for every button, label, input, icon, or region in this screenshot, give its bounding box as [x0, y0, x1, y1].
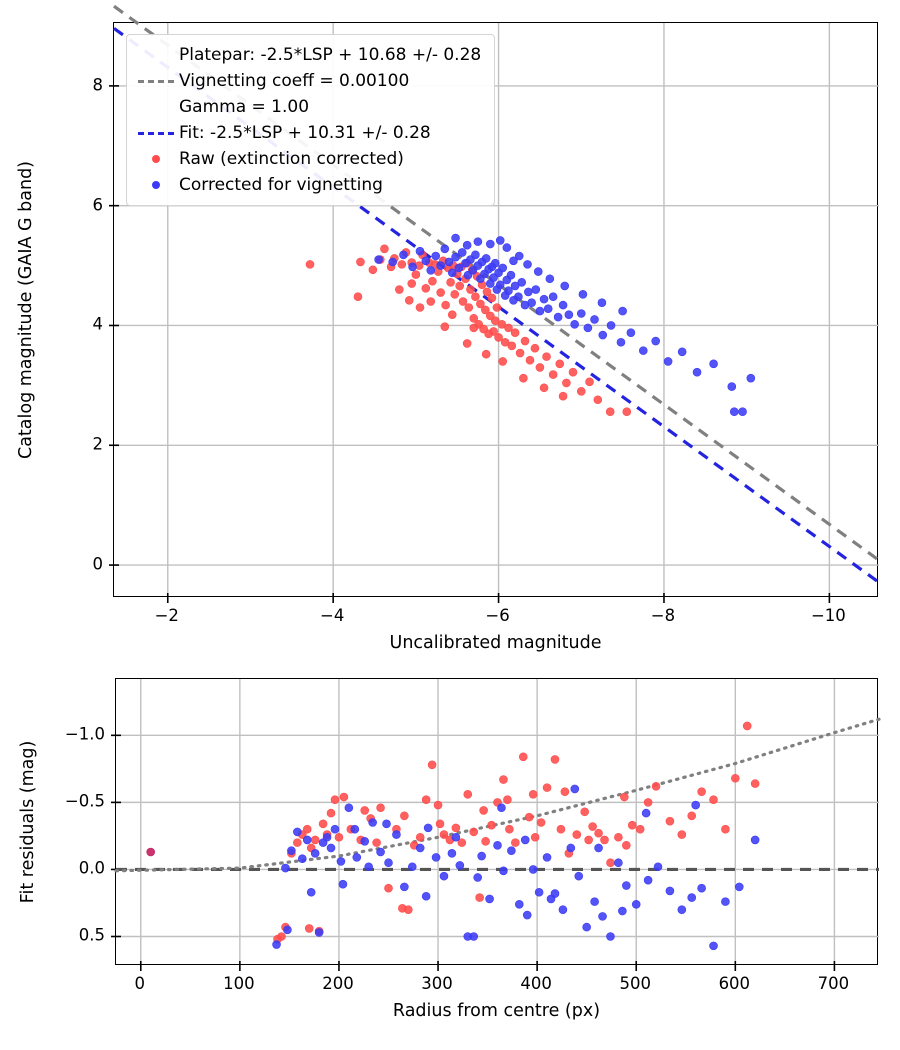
legend-item-label: Vignetting coeff = 0.00100 — [179, 70, 410, 91]
gray-dashed-line-icon — [138, 79, 174, 83]
fit-residuals-y-tick-label: 0.0 — [78, 858, 105, 878]
legend-item-label: Gamma = 1.00 — [179, 96, 310, 117]
scatter-raw-extinction-corrected — [273, 721, 760, 944]
legend-item[interactable]: Platepar: -2.5*LSP + 10.68 +/- 0.28 — [133, 42, 481, 68]
fit-residuals-x-tick-label: 400 — [520, 974, 552, 993]
legend-item[interactable]: Vignetting coeff = 0.00100 — [133, 68, 481, 94]
fit-residuals-x-tick-label: 200 — [322, 974, 354, 993]
fit-residuals-y-tick-label: 0.5 — [78, 925, 105, 945]
legend-key-corrected-marker — [133, 181, 179, 189]
top-plot-x-axis-label: Uncalibrated magnitude — [389, 633, 602, 653]
line-vignetting-curve — [114, 717, 881, 873]
legend-item-label: Platepar: -2.5*LSP + 10.68 +/- 0.28 — [179, 44, 482, 65]
legend-item[interactable]: Gamma = 1.00 — [133, 94, 481, 120]
legend-item-label: Raw (extinction corrected) — [179, 148, 404, 169]
fit-residuals-x-tick-label: 600 — [718, 974, 751, 993]
legend-key-raw-marker — [133, 155, 179, 163]
magnitude-fit-x-tick-label: −10 — [810, 606, 846, 625]
fit-residuals-x-tick-label: 300 — [421, 974, 453, 993]
fit-residuals-canvas — [111, 679, 881, 971]
magnitude-fit-x-tick-label: −8 — [650, 606, 676, 625]
fit-residuals-y-tick-label: −1.0 — [64, 724, 105, 744]
magnitude-fit-y-tick-label: 2 — [92, 434, 104, 454]
fit-residuals-x-tick-label: 0 — [134, 974, 146, 993]
magnitude-fit-x-tick-label: −4 — [319, 606, 345, 625]
legend-item[interactable]: Corrected for vignetting — [133, 172, 481, 198]
blue-dot-icon — [152, 181, 160, 189]
scatter-raw-extinction-corrected — [305, 244, 632, 417]
fit-residuals-x-tick-label: 100 — [223, 974, 255, 993]
fit-residuals-x-tick-label: 500 — [619, 974, 651, 993]
magnitude-fit-x-tick-label: −6 — [485, 606, 510, 625]
blue-dashed-line-icon — [138, 131, 174, 135]
residual-plot-x-axis-label: Radius from centre (px) — [392, 1001, 601, 1021]
fit-residuals-x-tick-label: 700 — [817, 974, 850, 993]
top-plot-y-axis-label: Catalog magnitude (GAIA G band) — [16, 160, 36, 459]
scatter-corrected-for-vignetting — [374, 233, 756, 417]
magnitude-fit-y-tick-label: 4 — [92, 314, 104, 334]
legend-key-platepar-line — [133, 79, 179, 83]
red-dot-icon — [152, 155, 160, 163]
scatter-outlier — [146, 847, 155, 857]
fit-residuals-y-tick-label: −0.5 — [64, 791, 105, 811]
legend-item[interactable]: Fit: -2.5*LSP + 10.31 +/- 0.28 — [133, 120, 481, 146]
magnitude-fit-y-tick-label: 0 — [92, 554, 104, 574]
residual-plot-y-axis-label: Fit residuals (mag) — [18, 740, 38, 903]
legend-item-label: Fit: -2.5*LSP + 10.31 +/- 0.28 — [179, 122, 431, 143]
magnitude-fit-x-tick-label: −2 — [154, 606, 179, 625]
magnitude-fit-y-tick-label: 6 — [92, 195, 104, 215]
legend-key-fit-line — [133, 131, 179, 135]
magnitude-fit-y-tick-label: 8 — [92, 75, 104, 95]
scatter-corrected-for-vignetting — [272, 784, 760, 951]
fit-residuals-plot[interactable] — [111, 678, 881, 971]
legend[interactable]: Platepar: -2.5*LSP + 10.68 +/- 0.28 Vigne… — [126, 34, 496, 206]
legend-item-label: Corrected for vignetting — [179, 174, 383, 195]
legend-item[interactable]: Raw (extinction corrected) — [133, 146, 481, 172]
